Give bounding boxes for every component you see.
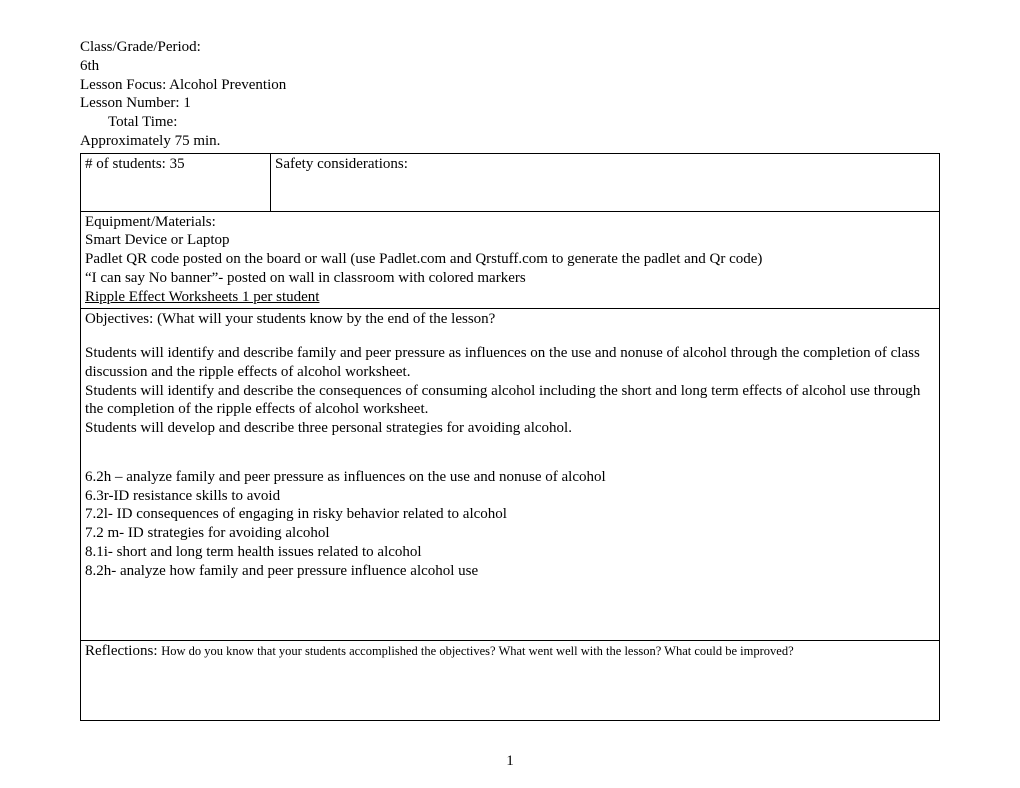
reflections-label: Reflections: bbox=[85, 643, 161, 659]
page-number: 1 bbox=[0, 753, 1020, 770]
objectives-cell: Objectives: (What will your students kno… bbox=[81, 309, 940, 641]
table-row: Objectives: (What will your students kno… bbox=[81, 309, 940, 641]
table-row: Equipment/Materials: Smart Device or Lap… bbox=[81, 211, 940, 309]
standard-line: 7.2l- ID consequences of engaging in ris… bbox=[85, 505, 935, 524]
equipment-line: Ripple Effect Worksheets 1 per student bbox=[85, 288, 935, 307]
students-cell: # of students: 35 bbox=[81, 153, 271, 211]
class-grade-value: 6th bbox=[80, 57, 940, 76]
equipment-line: “I can say No banner”- posted on wall in… bbox=[85, 269, 935, 288]
objectives-title: Objectives: (What will your students kno… bbox=[85, 310, 935, 329]
lesson-plan-table: # of students: 35 Safety considerations:… bbox=[80, 153, 940, 722]
table-row: # of students: 35 Safety considerations: bbox=[81, 153, 940, 211]
table-row: Reflections: How do you know that your s… bbox=[81, 641, 940, 721]
equipment-line: Smart Device or Laptop bbox=[85, 231, 935, 250]
lesson-header: Class/Grade/Period: 6th Lesson Focus: Al… bbox=[80, 38, 940, 151]
students-count: # of students: 35 bbox=[85, 156, 185, 172]
class-grade-label: Class/Grade/Period: bbox=[80, 38, 940, 57]
equipment-cell: Equipment/Materials: Smart Device or Lap… bbox=[81, 211, 940, 309]
equipment-line: Padlet QR code posted on the board or wa… bbox=[85, 250, 935, 269]
standard-line: 8.2h- analyze how family and peer pressu… bbox=[85, 562, 935, 581]
reflections-text: How do you know that your students accom… bbox=[161, 644, 793, 658]
reflections-cell: Reflections: How do you know that your s… bbox=[81, 641, 940, 721]
objective-paragraph: Students will identify and describe fami… bbox=[85, 344, 935, 382]
standard-line: 6.3r-ID resistance skills to avoid bbox=[85, 487, 935, 506]
lesson-focus: Lesson Focus: Alcohol Prevention bbox=[80, 76, 940, 95]
objective-paragraph: Students will develop and describe three… bbox=[85, 419, 935, 438]
safety-label: Safety considerations: bbox=[275, 156, 408, 172]
standard-line: 6.2h – analyze family and peer pressure … bbox=[85, 468, 935, 487]
lesson-number: Lesson Number: 1 bbox=[80, 94, 940, 113]
objective-paragraph: Students will identify and describe the … bbox=[85, 382, 935, 420]
total-time-label: Total Time: bbox=[80, 113, 940, 132]
standard-line: 8.1i- short and long term health issues … bbox=[85, 543, 935, 562]
standard-line: 7.2 m- ID strategies for avoiding alcoho… bbox=[85, 524, 935, 543]
equipment-title: Equipment/Materials: bbox=[85, 213, 935, 232]
safety-cell: Safety considerations: bbox=[271, 153, 940, 211]
total-time-value: Approximately 75 min. bbox=[80, 132, 940, 151]
